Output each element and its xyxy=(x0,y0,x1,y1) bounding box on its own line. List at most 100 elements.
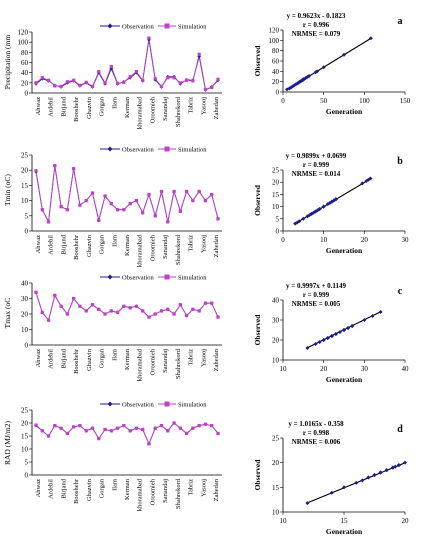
simulation-point xyxy=(166,307,170,311)
scatter-point xyxy=(307,73,312,78)
scatter-x-tick-label: 10 xyxy=(280,517,288,525)
station-label: Zahedan xyxy=(213,478,220,501)
scatter-y-tick-label: 10 xyxy=(272,509,280,517)
simulation-point xyxy=(46,220,51,224)
station-label: Booshehr xyxy=(73,96,80,122)
legend-simulation-marker xyxy=(164,401,170,407)
scatter-point xyxy=(305,501,310,506)
simulation-point xyxy=(90,303,95,307)
observation-series-line xyxy=(35,165,219,224)
panel-label: c xyxy=(398,286,403,297)
station-label: Oroomieh xyxy=(149,478,156,505)
y-tick-label: 100 xyxy=(18,39,29,47)
correlation-coefficient: r = 0.999 xyxy=(303,161,330,169)
scatter-point xyxy=(368,176,373,181)
station-label: Tabriz xyxy=(188,349,195,366)
scatter-x-axis-label: Generation xyxy=(326,527,363,536)
scatter-y-tick-label: 20 xyxy=(272,337,280,345)
legend-simulation-marker xyxy=(164,274,170,280)
simulation-point xyxy=(185,313,189,318)
legend-simulation-label: Simulation xyxy=(178,147,207,154)
scatter-point xyxy=(301,216,306,221)
simulation-point xyxy=(216,217,220,221)
station-label: Booshehr xyxy=(73,478,80,504)
y-tick-label: 10 xyxy=(21,326,29,334)
station-label: Ahwaz xyxy=(35,97,42,116)
simulation-point xyxy=(65,208,69,212)
correlation-coefficient: r = 0.996 xyxy=(303,21,330,29)
simulation-point xyxy=(191,79,195,83)
simulation-point xyxy=(159,84,164,88)
scatter-point xyxy=(346,326,351,330)
simulation-point xyxy=(97,307,101,311)
station-label: Gorgan xyxy=(99,234,106,254)
simulation-series-line xyxy=(35,165,219,224)
station-label: Tabriz xyxy=(188,235,195,252)
scatter-x-tick-label: 50 xyxy=(320,97,328,105)
simulation-point xyxy=(103,312,107,316)
simulation-series-line xyxy=(35,292,219,322)
simulation-point xyxy=(84,80,88,84)
station-label: Yasooj xyxy=(200,349,207,367)
simulation-point xyxy=(210,192,214,197)
station-label: Ghazvin xyxy=(86,234,93,257)
y-axis-label: RAD (MJ/m2) xyxy=(3,421,12,465)
y-tick-label: 120 xyxy=(18,29,29,37)
simulation-point xyxy=(40,76,44,80)
simulation-point xyxy=(72,296,76,301)
simulation-point xyxy=(78,424,82,428)
station-label: Sanandaj xyxy=(162,479,169,503)
scatter-x-tick-label: 10 xyxy=(280,365,288,373)
y-tick-label: 30 xyxy=(21,295,29,303)
regression-equation: y = 0.9899x + 0.0699 xyxy=(286,152,347,160)
simulation-point xyxy=(203,422,208,426)
scatter-y-axis-label: Observed xyxy=(253,459,262,491)
scatter-point xyxy=(321,65,326,70)
station-label: Oroomieh xyxy=(149,234,156,261)
observation-series-line xyxy=(35,422,219,445)
simulation-point xyxy=(210,424,214,428)
scatter-y-tick-label: 30 xyxy=(272,317,280,325)
station-label: Gorgan xyxy=(99,478,106,498)
station-label: Yasooj xyxy=(200,479,207,497)
legend-observation-label: Observation xyxy=(122,147,155,154)
simulation-point xyxy=(72,425,76,429)
station-label: Tabriz xyxy=(188,97,195,114)
station-label: Shahrekord xyxy=(175,234,182,265)
station-label: Tabriz xyxy=(188,479,195,496)
scatter-y-tick-label: 120 xyxy=(269,27,280,35)
y-tick-label: 20 xyxy=(21,79,29,87)
station-label: Kerman xyxy=(124,478,131,500)
scatter-point xyxy=(325,336,330,340)
simulation-point xyxy=(203,199,208,203)
simulation-point xyxy=(197,52,201,56)
simulation-point xyxy=(115,426,120,430)
legend-observation-label: Observation xyxy=(122,275,155,282)
scatter-y-tick-label: 80 xyxy=(272,47,280,55)
scatter-point xyxy=(368,36,373,41)
simulation-point xyxy=(210,85,214,90)
legend-simulation-label: Simulation xyxy=(178,275,207,282)
station-label: Ardebil xyxy=(48,235,55,255)
simulation-series-line xyxy=(35,422,219,445)
simulation-point xyxy=(216,77,220,81)
scatter-x-tick-label: 30 xyxy=(402,236,410,244)
scatter-x-tick-label: 30 xyxy=(361,365,369,373)
simulation-point xyxy=(128,202,132,206)
simulation-point xyxy=(78,304,82,308)
simulation-point xyxy=(134,199,139,203)
simulation-point xyxy=(166,429,170,433)
scatter-point xyxy=(378,470,383,475)
station-label: Yasooj xyxy=(200,235,207,253)
station-label: Ilam xyxy=(111,349,118,361)
simulation-point xyxy=(115,208,120,212)
simulation-point xyxy=(153,77,157,81)
simulation-point xyxy=(97,437,101,441)
simulation-point xyxy=(197,309,201,313)
scatter-y-tick-label: 20 xyxy=(272,179,280,187)
scatter-point xyxy=(321,338,326,342)
station-label: Gorgan xyxy=(99,348,106,368)
scatter-y-tick-label: 0 xyxy=(276,89,280,97)
nrmse-value: NRMSE = 0.079 xyxy=(292,30,341,38)
